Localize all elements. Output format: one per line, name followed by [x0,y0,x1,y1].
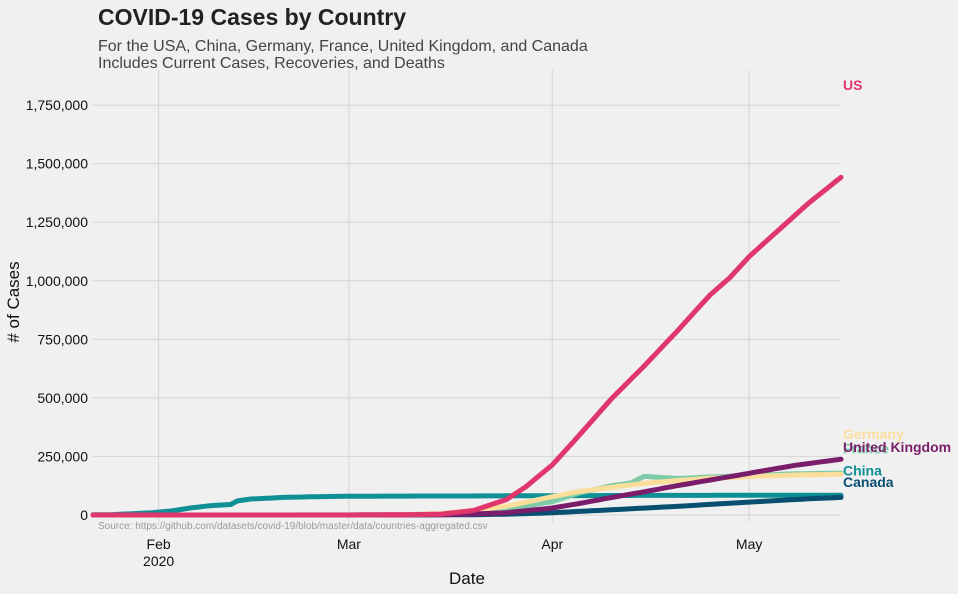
y-axis-label: # of Cases [4,261,23,342]
x-tick-label: May [736,536,762,552]
y-tick-label: 1,500,000 [26,156,88,172]
series-label-france: France [843,441,889,457]
x-tick-sublabel: 2020 [143,553,174,569]
chart-title: COVID-19 Cases by Country [98,4,406,30]
y-tick-label: 1,750,000 [26,97,88,113]
y-tick-label: 750,000 [37,331,88,347]
series-lines [90,174,844,518]
y-axis-ticks: 0 250,000 500,000 750,000 1,000,000 1,250,000… [26,97,89,523]
x-tick-label: Apr [541,536,563,552]
y-tick-label: 0 [80,507,88,523]
x-tick-label: Feb [147,536,171,552]
source-note: Source: https://github.com/datasets/covi… [98,521,488,532]
chart-subtitle-line-1: For the USA, China, Germany, France, Uni… [98,38,588,55]
series-label-united-kingdom: United Kingdom [843,439,951,455]
series-label-china: China [843,462,882,478]
x-tick-label: Mar [337,536,361,552]
y-tick-label: 500,000 [37,390,88,406]
y-tick-label: 1,000,000 [26,273,88,289]
y-tick-label: 250,000 [37,448,88,464]
grid-lines [93,70,841,522]
series-label-us: US [843,77,862,93]
series-label-germany: Germany [843,426,904,442]
series-line-us [90,174,844,518]
y-tick-label: 1,250,000 [26,214,88,230]
x-axis-label: Date [449,569,485,588]
series-line-china [90,492,844,518]
series-label-canada: Canada [843,474,894,490]
chart-subtitle-line-2: Includes Current Cases, Recoveries, and … [98,55,445,72]
